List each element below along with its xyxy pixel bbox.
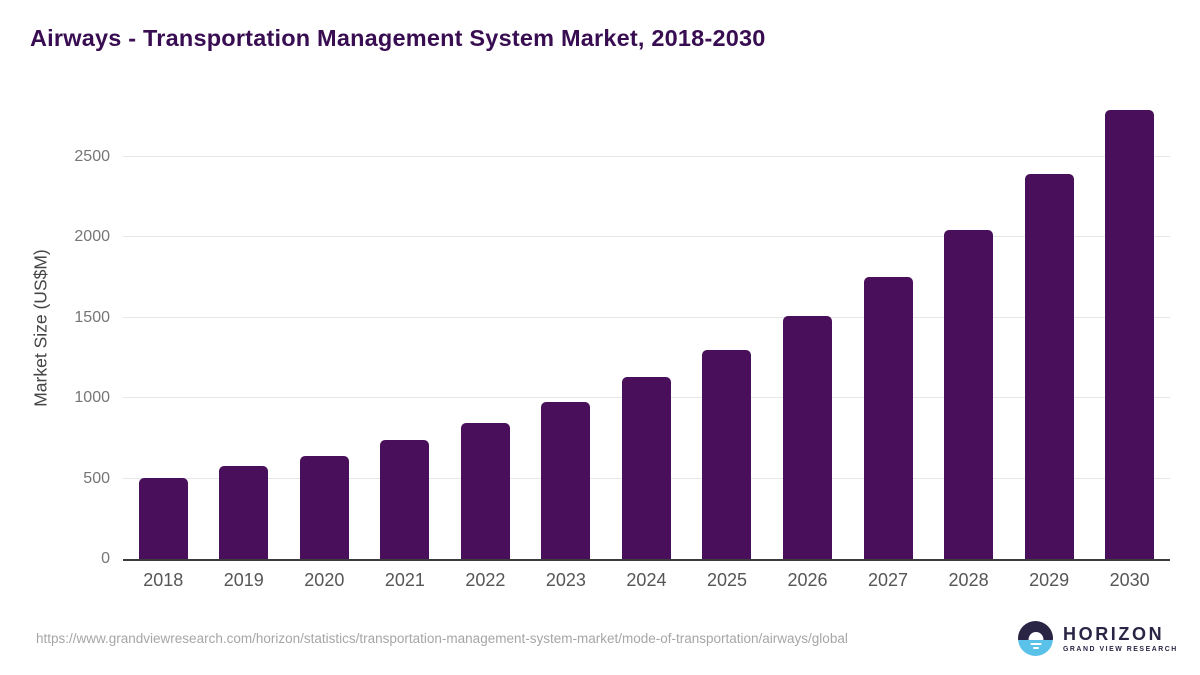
- y-axis-ticks: 0 500 1000 1500 2000 2500: [0, 97, 110, 567]
- bar-slot: [123, 477, 204, 559]
- bar-slot: [928, 229, 1009, 559]
- logo-icon-sun: [1028, 632, 1043, 640]
- y-tick-label: 500: [83, 469, 110, 487]
- bar-2021: [380, 439, 430, 559]
- x-tick-label: 2020: [304, 570, 345, 590]
- x-tick-label: 2027: [868, 570, 909, 590]
- bar-slot: [445, 422, 526, 559]
- x-tick-label: 2030: [1109, 570, 1150, 590]
- bar-2025: [702, 349, 752, 559]
- bar-2022: [460, 422, 510, 559]
- bar-slot: [767, 315, 848, 559]
- gridline: [123, 316, 1170, 318]
- bar-slot: [365, 439, 446, 559]
- x-tick-label: 2018: [143, 570, 184, 590]
- bar-2023: [541, 402, 591, 559]
- y-tick-label: 2000: [74, 228, 110, 246]
- x-tick-label: 2024: [626, 570, 667, 590]
- bar-2024: [621, 377, 671, 559]
- brand-logo: HORIZON GRAND VIEW RESEARCH: [1018, 621, 1178, 656]
- gridline: [123, 236, 1170, 238]
- x-tick-label: 2021: [384, 570, 425, 590]
- source-url: https://www.grandviewresearch.com/horizo…: [36, 631, 848, 646]
- bar-2019: [219, 466, 269, 559]
- logo-text: HORIZON GRAND VIEW RESEARCH: [1063, 625, 1178, 653]
- y-tick-label: 2500: [74, 147, 110, 165]
- y-tick-label: 1000: [74, 389, 110, 407]
- x-tick-label: 2028: [948, 570, 989, 590]
- bars: [123, 97, 1170, 559]
- x-tick-label: 2026: [787, 570, 828, 590]
- bar-slot: [284, 455, 365, 559]
- bar-2018: [138, 477, 188, 559]
- page-title: Airways - Transportation Management Syst…: [30, 25, 766, 51]
- horizon-sun-circle-icon: [1018, 621, 1053, 656]
- bar-slot: [606, 377, 687, 559]
- x-tick-label: 2025: [706, 570, 747, 590]
- x-axis-labels: 2018 2019 2020 2021 2022 2023 2024 2025 2026 2027…: [123, 570, 1170, 591]
- bar-slot: [1009, 174, 1090, 559]
- bar-slot: [526, 402, 607, 559]
- bar-slot: [1089, 109, 1170, 559]
- y-tick-label: 1500: [74, 308, 110, 326]
- x-tick-label: 2019: [223, 570, 264, 590]
- bar-slot: [848, 276, 929, 559]
- bar-2028: [944, 229, 994, 559]
- logo-icon-sky: [1018, 621, 1053, 640]
- bar-2030: [1105, 109, 1155, 559]
- logo-sub-brand: GRAND VIEW RESEARCH: [1063, 645, 1178, 653]
- plot-area: [123, 97, 1170, 561]
- x-tick-label: 2022: [465, 570, 506, 590]
- bar-slot: [687, 349, 768, 559]
- bar-2020: [299, 455, 349, 559]
- bar-slot: [204, 466, 285, 559]
- bar-2029: [1024, 174, 1074, 559]
- bar-2026: [783, 315, 833, 559]
- gridline: [123, 155, 1170, 157]
- y-tick-label: 0: [101, 550, 110, 567]
- x-tick-label: 2029: [1029, 570, 1070, 590]
- bar-2027: [863, 276, 913, 559]
- logo-brand-name: HORIZON: [1063, 623, 1165, 644]
- x-tick-label: 2023: [545, 570, 586, 590]
- logo-icon-reflection-line: [1030, 642, 1041, 645]
- logo-icon-reflection-line: [1032, 646, 1039, 649]
- x-axis-line: [123, 559, 1170, 561]
